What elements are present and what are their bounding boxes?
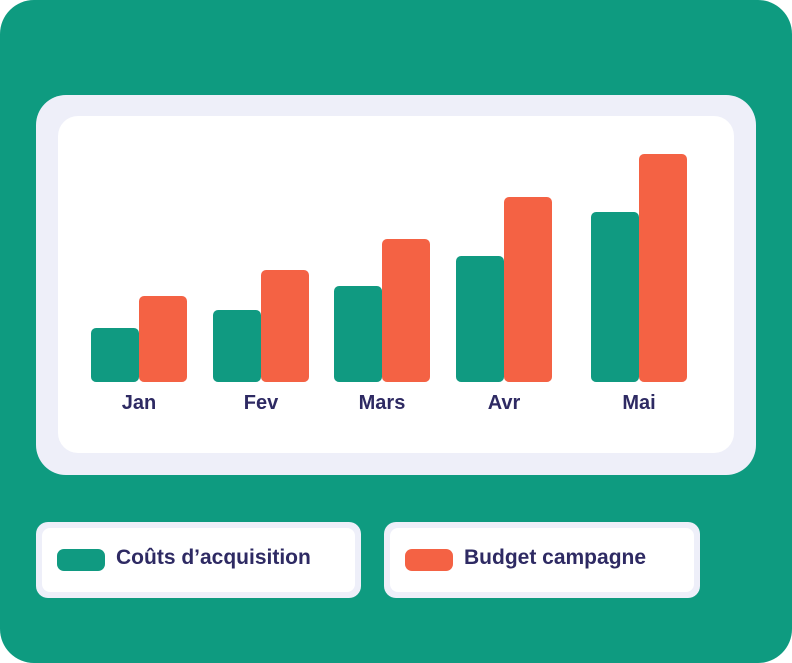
legend-item-1: Coûts d’acquisition: [36, 522, 361, 598]
bar-avr-series-2: [504, 197, 552, 382]
bar-mai-series-2: [639, 154, 687, 382]
legend-item-2: Budget campagne: [384, 522, 700, 598]
x-tick-label-mars: Mars: [359, 392, 406, 414]
x-tick-label-jan: Jan: [122, 392, 156, 414]
legend-swatch-2: [405, 549, 453, 571]
bar-avr-series-1: [456, 256, 504, 382]
x-tick-label-mai: Mai: [622, 392, 655, 414]
bar-jan-series-2: [139, 296, 187, 382]
bar-fev-series-2: [261, 270, 309, 382]
x-tick-label-fev: Fev: [244, 392, 279, 414]
bar-mars-series-1: [334, 286, 382, 382]
bar-fev-series-1: [213, 310, 261, 382]
x-tick-label-avr: Avr: [488, 392, 521, 414]
bar-mai-series-1: [591, 212, 639, 382]
bar-jan-series-1: [91, 328, 139, 382]
legend-label-2: Budget campagne: [464, 546, 647, 569]
bar-mars-series-2: [382, 239, 430, 382]
legend-swatch-1: [57, 549, 105, 571]
legend-label-1: Coûts d’acquisition: [116, 546, 311, 569]
